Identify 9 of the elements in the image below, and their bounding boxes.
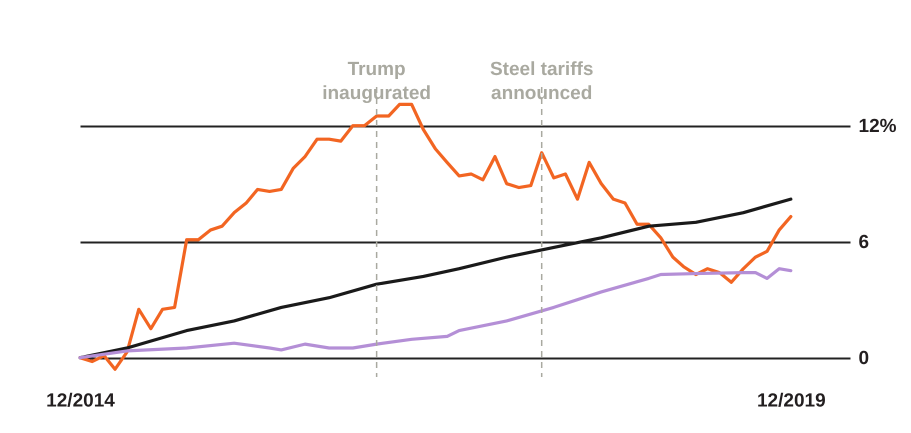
y-tick-label: 0 xyxy=(858,348,870,370)
y-tick-label: 12% xyxy=(858,116,897,138)
ref-line-label: Steel tariffs announced xyxy=(490,59,594,104)
line-series xyxy=(78,267,792,360)
x-tick-label: 12/2014 xyxy=(46,390,116,412)
line-series xyxy=(78,102,792,371)
x-tick-label: 12/2019 xyxy=(756,390,826,412)
y-tick-label: 6 xyxy=(858,232,870,254)
ref-line-label: Trump inaugurated xyxy=(322,59,431,104)
